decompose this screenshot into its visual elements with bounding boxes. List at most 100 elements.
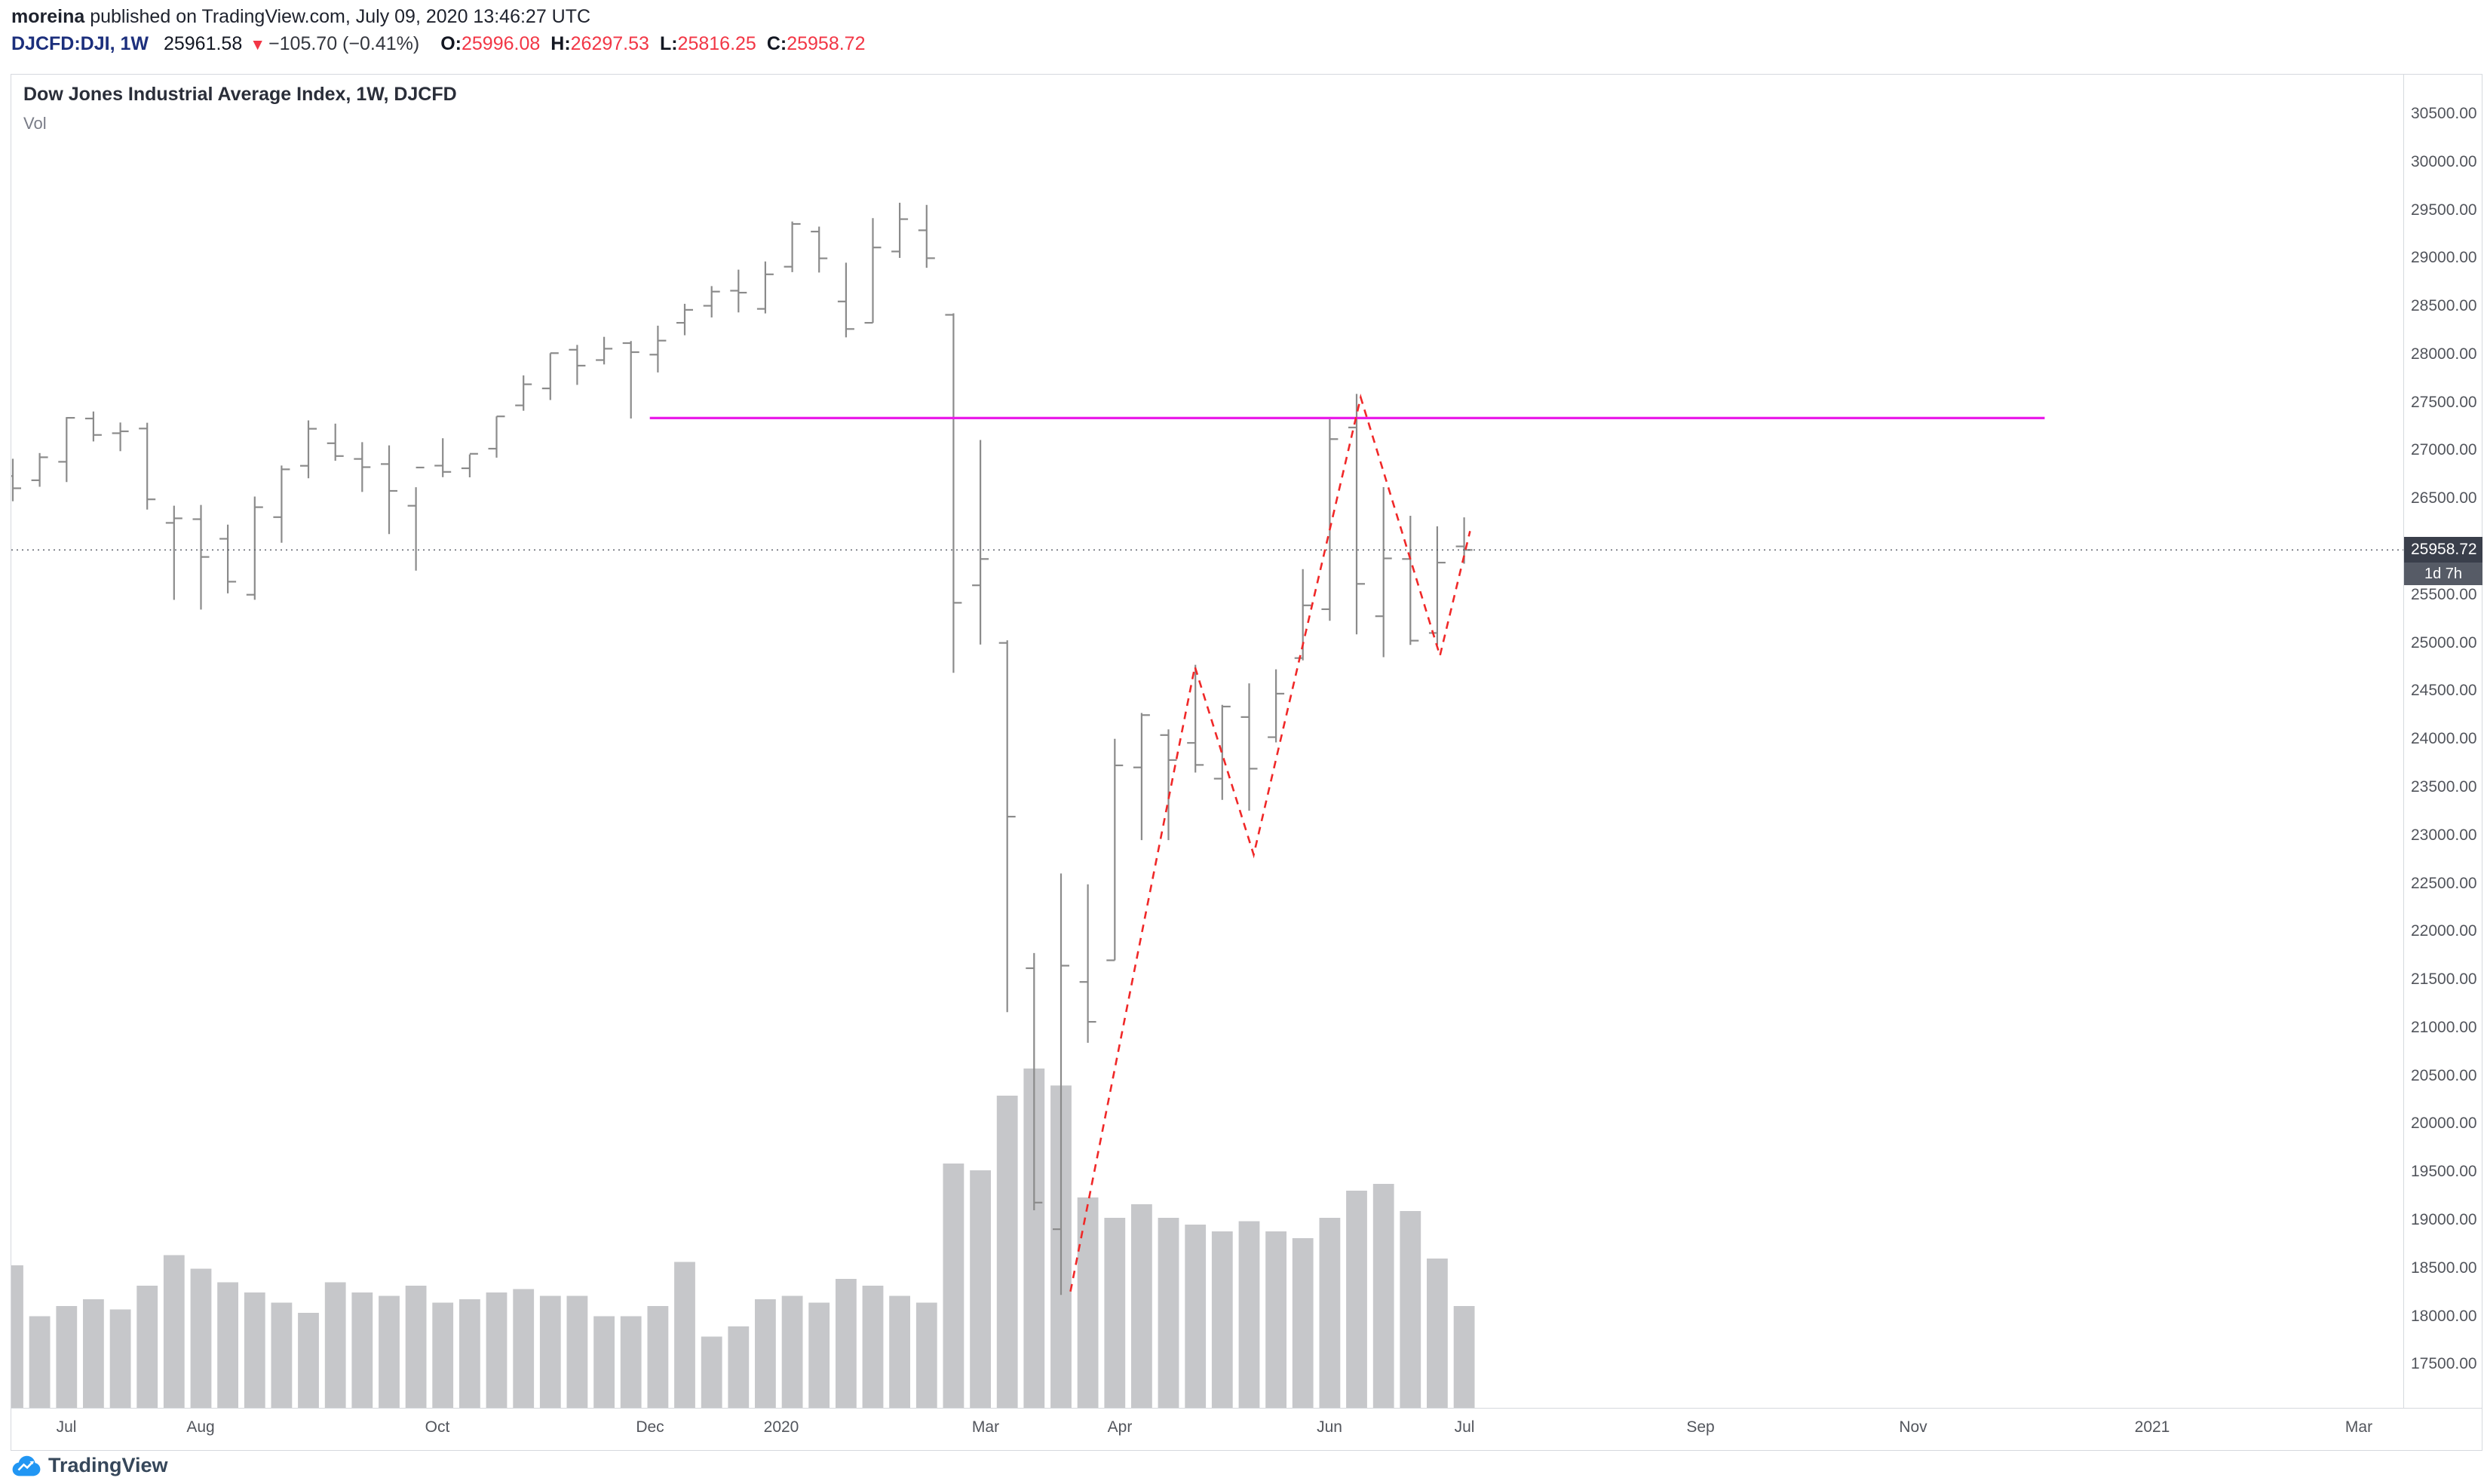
ohlc-bar bbox=[31, 452, 48, 487]
volume-bar bbox=[11, 1265, 23, 1408]
ohlc-bar bbox=[1213, 704, 1231, 800]
ohlc-bar bbox=[1133, 713, 1150, 841]
ohlc-bar bbox=[891, 202, 909, 258]
volume-bar bbox=[1131, 1204, 1152, 1408]
ohlc-bar bbox=[112, 422, 129, 452]
volume-bar bbox=[647, 1306, 669, 1408]
ohlc-bar bbox=[1428, 526, 1446, 645]
volume-bar bbox=[190, 1268, 212, 1408]
time-tick-label: Jul bbox=[56, 1418, 77, 1436]
volume-bar bbox=[836, 1279, 857, 1408]
price-change: −105.70 (−0.41%) bbox=[268, 33, 420, 54]
ohlc-bar bbox=[327, 423, 344, 461]
volume-bar bbox=[56, 1306, 78, 1408]
ohlc-bar bbox=[998, 640, 1016, 1013]
volume-bar bbox=[379, 1295, 400, 1408]
time-tick-label: Sep bbox=[1686, 1418, 1715, 1436]
ohlc-bar bbox=[622, 341, 639, 419]
volume-bar bbox=[701, 1336, 722, 1408]
last-price-badge: 25958.72 bbox=[2404, 537, 2482, 563]
volume-bar bbox=[566, 1295, 588, 1408]
ohlc-bar bbox=[918, 204, 935, 268]
high-value: 26297.53 bbox=[570, 33, 649, 54]
chart-plot[interactable]: Dow Jones Industrial Average Index, 1W, … bbox=[11, 75, 2403, 1408]
ohlc-bar bbox=[192, 504, 210, 610]
price-tick-label: 22500.00 bbox=[2411, 875, 2477, 892]
countdown-badge: 1d 7h bbox=[2404, 563, 2482, 585]
volume-bar bbox=[324, 1282, 346, 1408]
ohlc-bar bbox=[381, 445, 397, 535]
volume-bar bbox=[1238, 1221, 1260, 1408]
ohlc-bar bbox=[811, 226, 828, 273]
price-tick-label: 29000.00 bbox=[2411, 249, 2477, 266]
trend-path-line[interactable] bbox=[1069, 394, 1471, 1292]
volume-bar bbox=[593, 1316, 615, 1408]
ohlc-bar bbox=[354, 442, 371, 492]
volume-bar bbox=[109, 1309, 131, 1408]
ohlc-bar bbox=[488, 415, 505, 458]
volume-bar bbox=[1265, 1231, 1286, 1408]
time-tick-label: Jun bbox=[1317, 1418, 1342, 1436]
volume-bar bbox=[1211, 1231, 1233, 1408]
close-label: C: bbox=[766, 33, 787, 54]
ohlc-bar bbox=[246, 496, 263, 600]
price-tick-label: 17500.00 bbox=[2411, 1355, 2477, 1372]
price-tick-label: 23500.00 bbox=[2411, 778, 2477, 796]
price-tick-label: 20500.00 bbox=[2411, 1067, 2477, 1084]
footer-brand[interactable]: TradingView bbox=[12, 1454, 168, 1477]
chart-canvas[interactable] bbox=[11, 75, 2403, 1408]
ohlc-bar bbox=[1375, 487, 1392, 658]
price-tick-label: 27000.00 bbox=[2411, 441, 2477, 458]
volume-bar bbox=[1319, 1218, 1341, 1408]
ohlc-bar bbox=[84, 411, 102, 442]
chart-container: Dow Jones Industrial Average Index, 1W, … bbox=[11, 74, 2482, 1451]
ohlc-bar bbox=[1268, 669, 1285, 743]
volume-bar bbox=[405, 1286, 427, 1408]
volume-bar bbox=[781, 1295, 803, 1408]
volume-bar bbox=[862, 1286, 884, 1408]
volume-bar bbox=[244, 1292, 265, 1408]
price-tick-label: 24500.00 bbox=[2411, 682, 2477, 699]
ohlc-bar bbox=[837, 262, 854, 338]
symbol-legend: DJCFD:DJI, 1W 25961.58 ▼ −105.70 (−0.41%) O:… bbox=[11, 33, 866, 55]
price-tick-label: 25000.00 bbox=[2411, 634, 2477, 652]
ohlc-bar bbox=[541, 352, 559, 400]
volume-bar bbox=[943, 1164, 964, 1408]
volume-bar bbox=[351, 1292, 373, 1408]
volume-bar bbox=[513, 1289, 535, 1408]
price-tick-label: 23000.00 bbox=[2411, 826, 2477, 844]
volume-bar bbox=[1400, 1211, 1421, 1408]
ohlc-bar bbox=[1240, 683, 1258, 811]
ohlc-bar bbox=[461, 452, 478, 477]
ohlc-bar bbox=[407, 466, 425, 571]
ohlc-bar bbox=[219, 524, 237, 593]
volume-bar bbox=[217, 1282, 238, 1408]
ohlc-bar bbox=[1321, 417, 1339, 621]
price-tick-label: 27500.00 bbox=[2411, 394, 2477, 411]
volume-bar bbox=[889, 1295, 910, 1408]
time-tick-label: 2021 bbox=[2134, 1418, 2170, 1436]
time-axis[interactable]: Jul Aug Oct Dec 2020 Mar Apr Jun Jul Sep Nov 2021 Ma… bbox=[11, 1408, 2482, 1450]
ohlc-bar bbox=[972, 440, 989, 645]
open-label: O: bbox=[440, 33, 462, 54]
volume-bar bbox=[271, 1302, 293, 1408]
volume-bar bbox=[915, 1302, 937, 1408]
ohlc-bar bbox=[1160, 729, 1177, 841]
volume-bar bbox=[1104, 1218, 1126, 1408]
volume-bar bbox=[1292, 1238, 1314, 1408]
ohlc-bar bbox=[569, 345, 586, 385]
symbol-name[interactable]: DJCFD:DJI, 1W bbox=[11, 33, 149, 54]
ohlc-bar bbox=[1348, 394, 1365, 635]
ohlc-bar bbox=[1079, 884, 1096, 1043]
price-tick-label: 19500.00 bbox=[2411, 1163, 2477, 1180]
ohlc-bar bbox=[515, 375, 532, 411]
volume-bar bbox=[136, 1286, 158, 1408]
ohlc-bar bbox=[864, 218, 882, 324]
volume-bar bbox=[808, 1302, 830, 1408]
price-axis[interactable]: 30500.00 30000.00 29500.00 29000.00 28500.00… bbox=[2403, 75, 2482, 1408]
time-tick-label: Nov bbox=[1899, 1418, 1927, 1436]
ohlc-bar bbox=[703, 286, 720, 317]
volume-bar bbox=[996, 1096, 1018, 1408]
volume-bar bbox=[728, 1326, 750, 1408]
volume-bar bbox=[755, 1299, 776, 1408]
